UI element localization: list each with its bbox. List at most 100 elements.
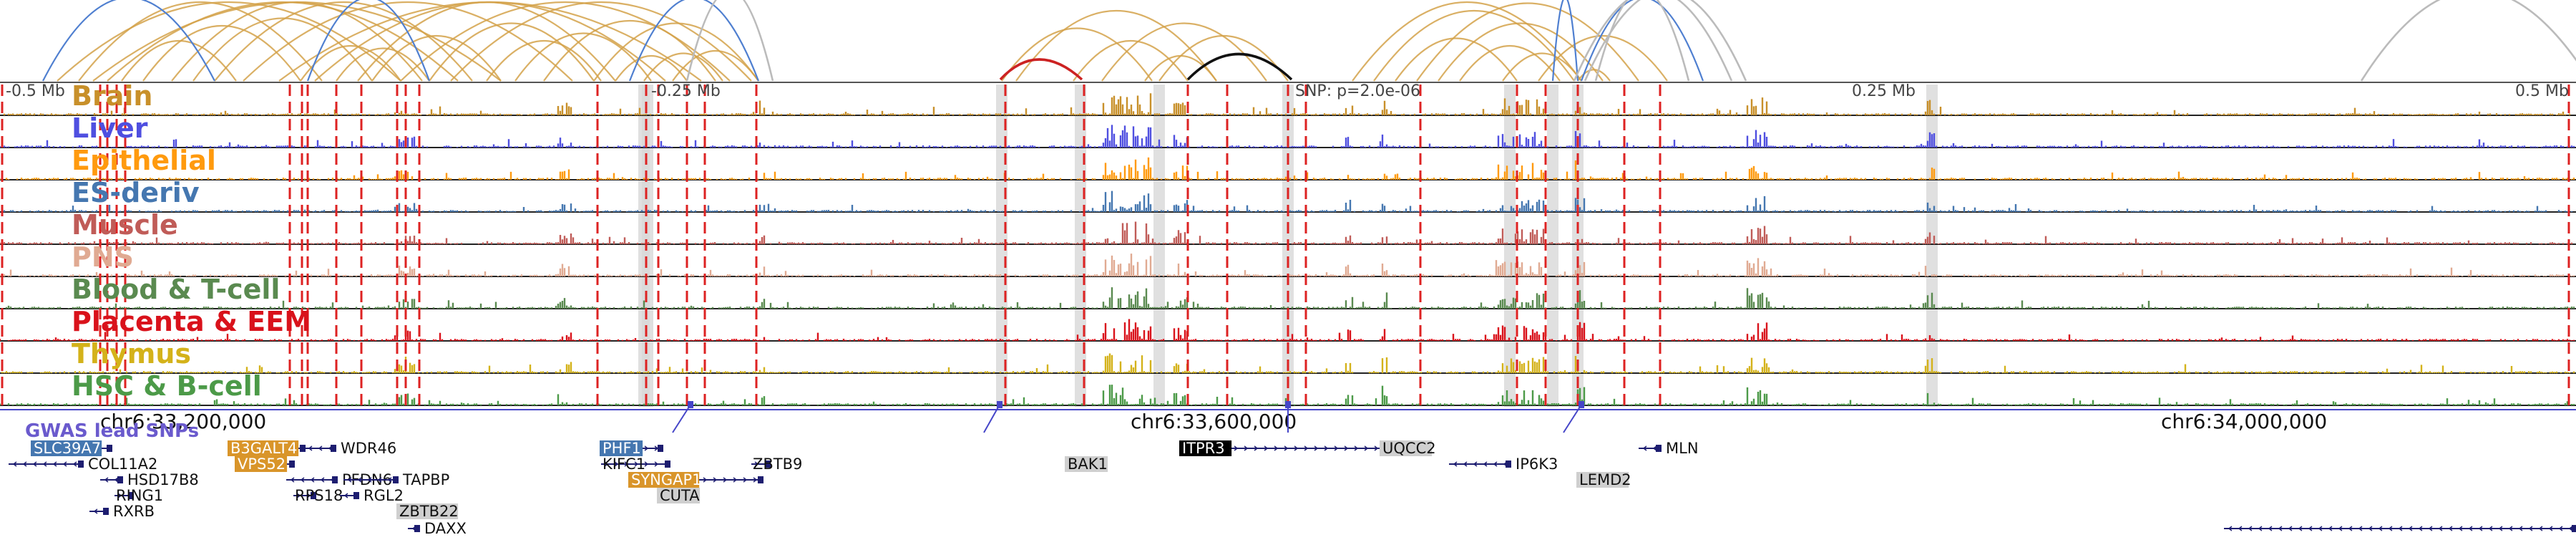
gene-strand-chevron: [1493, 461, 1498, 467]
gene-strand-chevron: [703, 477, 708, 483]
gene-strand-chevron: [2438, 526, 2443, 531]
loop-arc-blue: [1551, 0, 1579, 82]
loop-arc-blue: [628, 0, 760, 82]
gene-strand-chevron: [1244, 445, 1249, 451]
loop-arc-gold: [615, 55, 688, 82]
gene-strand-chevron: [2528, 526, 2533, 531]
track-label: Muscle: [72, 209, 178, 241]
gene-exon: [2572, 525, 2576, 532]
gene-strand-chevron: [1264, 445, 1269, 451]
loop-arc-gold: [107, 1, 459, 82]
gwas-snp-marker: [688, 401, 693, 408]
gene-strand-chevron: [2428, 526, 2433, 531]
gene-exon: [414, 525, 420, 532]
gene-label-box: [1380, 440, 1433, 456]
track-signal: [1, 353, 2575, 373]
gene-strand-chevron: [42, 461, 47, 467]
gene-strand-chevron: [2398, 526, 2403, 531]
gene-strand-chevron: [1234, 445, 1239, 451]
gene-strand-chevron: [713, 477, 718, 483]
loop-arc-blue: [1580, 0, 1704, 82]
gene-label-box: [657, 488, 701, 503]
gene-strand-chevron: [300, 477, 305, 483]
gwas-connector: [672, 404, 691, 433]
gene-strand-chevron: [1642, 445, 1647, 451]
gene-label: KIFC1: [602, 455, 645, 473]
gene-exon: [332, 476, 338, 483]
gene-exon: [353, 492, 359, 499]
snp-pvalue-label: SNP: p=2.0e-06: [1295, 82, 1420, 100]
gene-strand-chevron: [2458, 526, 2463, 531]
gwas-snp-marker: [1579, 401, 1584, 408]
gene-label: ZBTB9: [753, 455, 802, 473]
gene-strand-chevron: [310, 477, 315, 483]
coord-left-label: chr6:33,200,000: [100, 410, 266, 433]
gene-strand-chevron: [1334, 445, 1339, 451]
gene-strand-chevron: [1652, 445, 1657, 451]
gene-strand-chevron: [387, 477, 392, 483]
gene-exon: [78, 461, 84, 468]
loop-arc-gray: [1584, 0, 1747, 82]
scale-right-label: 0.5 Mb: [2515, 82, 2569, 100]
gene-strand-chevron: [654, 461, 659, 467]
gene-strand-chevron: [2238, 526, 2243, 531]
loop-arc-gold: [121, 39, 237, 82]
loop-arc-gray: [1573, 0, 1733, 82]
loop-arc-gold: [192, 17, 373, 82]
gwas-connector: [1563, 404, 1582, 433]
loop-arc-gold: [1395, 37, 1518, 82]
gene-strand-chevron: [1364, 445, 1369, 451]
scale-left-label: -0.5 Mb: [6, 82, 65, 100]
gene-strand-chevron: [22, 461, 27, 467]
loop-arc-gold: [400, 1, 731, 82]
gene-strand-chevron: [2298, 526, 2303, 531]
gene-label: SLC39A7: [34, 440, 101, 457]
loop-arc-gold: [1438, 22, 1604, 82]
gwas-snp-connectors: [672, 401, 1584, 433]
gene-strand-chevron: [2448, 526, 2453, 531]
gene-strand-chevron: [2258, 526, 2263, 531]
gene-strand-chevron: [290, 477, 295, 483]
loop-arc-gray: [686, 0, 774, 82]
gene-strand-chevron: [1473, 461, 1478, 467]
gene-strand-chevron: [2418, 526, 2423, 531]
gene-strand-chevron: [2318, 526, 2323, 531]
region-highlight: [642, 85, 653, 407]
gene-strand-chevron: [2478, 526, 2483, 531]
gene-strand-chevron: [2308, 526, 2313, 531]
track-label: Thymus: [72, 338, 191, 370]
gene-strand-chevron: [2538, 526, 2543, 531]
loop-arc-gold: [371, 35, 502, 82]
loop-arc-gold: [450, 1, 752, 82]
gene-label-box: [628, 472, 700, 488]
gene-strand-chevron: [2368, 526, 2373, 531]
loop-arc-gold: [1144, 55, 1217, 82]
gene-label: BAK1: [1068, 455, 1108, 473]
gene-strand-chevron: [62, 461, 67, 467]
gene-label: CUTA: [660, 487, 700, 504]
gene-strand-chevron: [357, 477, 362, 483]
region-highlight: [1547, 85, 1558, 407]
gene-strand-chevron: [2488, 526, 2493, 531]
gene-strand-chevron: [306, 493, 311, 498]
gene-strand-chevron: [2378, 526, 2383, 531]
gene-label: MLN: [1666, 440, 1699, 457]
loop-arc-gold: [1015, 10, 1217, 82]
gwas-snp-marker: [1285, 401, 1291, 408]
loop-arc-gold: [593, 22, 759, 82]
gene-strand-chevron: [1453, 461, 1458, 467]
region-highlight: [1504, 85, 1516, 407]
gene-strand-chevron: [93, 508, 98, 514]
loop-arc-gray: [2360, 0, 2576, 82]
loop-arcs: [42, 0, 2576, 82]
track-label: PNS: [72, 241, 134, 273]
gene-label-box: [31, 440, 102, 456]
gene-label: RPS18: [295, 487, 343, 504]
loop-arc-gold: [142, 25, 301, 82]
gene-strand-chevron: [2558, 526, 2563, 531]
gene-strand-chevron: [733, 477, 738, 483]
loop-arc-gray: [1594, 0, 1690, 82]
gene-exon: [765, 461, 771, 468]
